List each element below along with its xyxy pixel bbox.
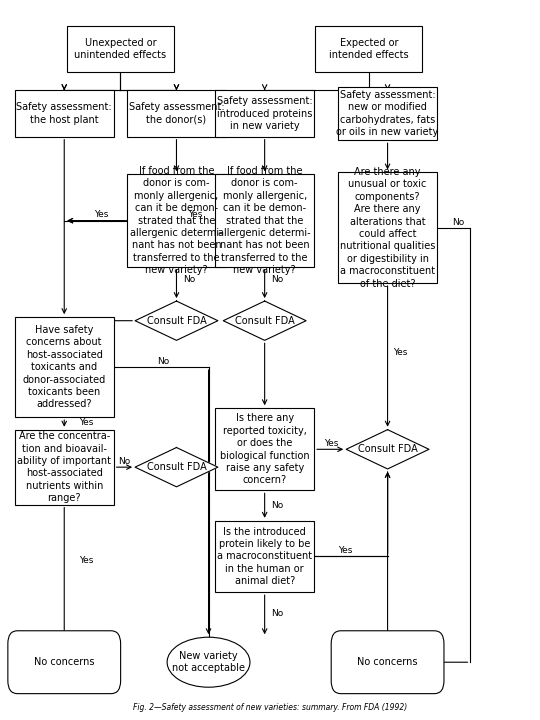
Text: Consult FDA: Consult FDA [235,315,294,325]
Text: Have safety
concerns about
host-associated
toxicants and
donor-associated
toxica: Have safety concerns about host-associat… [23,325,106,410]
Text: Is there any
reported toxicity,
or does the
biological function
raise any safety: Is there any reported toxicity, or does … [220,413,309,485]
FancyBboxPatch shape [8,631,120,693]
Text: Yes: Yes [79,418,93,427]
FancyBboxPatch shape [67,26,174,73]
FancyBboxPatch shape [215,408,314,490]
Text: No: No [271,501,283,510]
Text: No: No [271,276,283,284]
FancyBboxPatch shape [15,90,114,137]
FancyBboxPatch shape [127,90,226,137]
Text: If food from the
donor is com-
monly allergenic,
can it be demon-
strated that t: If food from the donor is com- monly all… [218,166,311,275]
Text: Safety assessment:
new or modified
carbohydrates, fats
or oils in new variety: Safety assessment: new or modified carbo… [336,90,438,137]
Text: Is the introduced
protein likely to be
a macroconstituent
in the human or
animal: Is the introduced protein likely to be a… [217,526,312,586]
Text: Yes: Yes [94,210,109,220]
Text: Are the concentra-
tion and bioavail-
ability of important
host-associated
nutri: Are the concentra- tion and bioavail- ab… [17,431,111,503]
Text: No concerns: No concerns [357,657,418,667]
Text: New variety
not acceptable: New variety not acceptable [172,651,245,673]
Polygon shape [223,301,306,341]
Text: Safety assessment:
the host plant: Safety assessment: the host plant [16,102,112,125]
Text: Yes: Yes [79,556,93,564]
FancyBboxPatch shape [331,631,444,693]
Text: Safety assessment:
the donor(s): Safety assessment: the donor(s) [129,102,224,125]
FancyBboxPatch shape [315,26,422,73]
Text: Consult FDA: Consult FDA [146,315,206,325]
FancyBboxPatch shape [215,521,314,592]
FancyBboxPatch shape [338,173,437,283]
Text: Safety assessment:
introduced proteins
in new variety: Safety assessment: introduced proteins i… [217,96,313,131]
Text: Consult FDA: Consult FDA [146,462,206,472]
FancyBboxPatch shape [15,317,114,417]
Text: Yes: Yes [325,439,339,448]
Text: Fig. 2—Safety assessment of new varieties: summary. From FDA (1992): Fig. 2—Safety assessment of new varietie… [133,703,407,711]
Text: Unexpected or
unintended effects: Unexpected or unintended effects [75,38,166,60]
Text: Consult FDA: Consult FDA [357,444,417,454]
Text: Are there any
unusual or toxic
components?
Are there any
alterations that
could : Are there any unusual or toxic component… [340,167,435,289]
FancyBboxPatch shape [215,90,314,137]
Text: Yes: Yes [188,210,202,220]
Text: No: No [157,357,169,366]
Text: No: No [452,217,464,227]
Polygon shape [135,301,218,341]
Ellipse shape [167,637,250,687]
Text: No concerns: No concerns [34,657,94,667]
Text: No: No [118,457,131,466]
Text: Yes: Yes [338,546,352,555]
FancyBboxPatch shape [15,430,114,505]
Text: No: No [183,276,195,284]
FancyBboxPatch shape [215,174,314,267]
Text: Yes: Yes [393,348,407,357]
FancyBboxPatch shape [127,174,226,267]
FancyBboxPatch shape [338,86,437,140]
Text: No: No [271,609,283,618]
Polygon shape [346,430,429,469]
Text: Expected or
intended effects: Expected or intended effects [329,38,409,60]
Polygon shape [135,448,218,487]
Text: If food from the
donor is com-
monly allergenic,
can it be demon-
strated that t: If food from the donor is com- monly all… [130,166,223,275]
